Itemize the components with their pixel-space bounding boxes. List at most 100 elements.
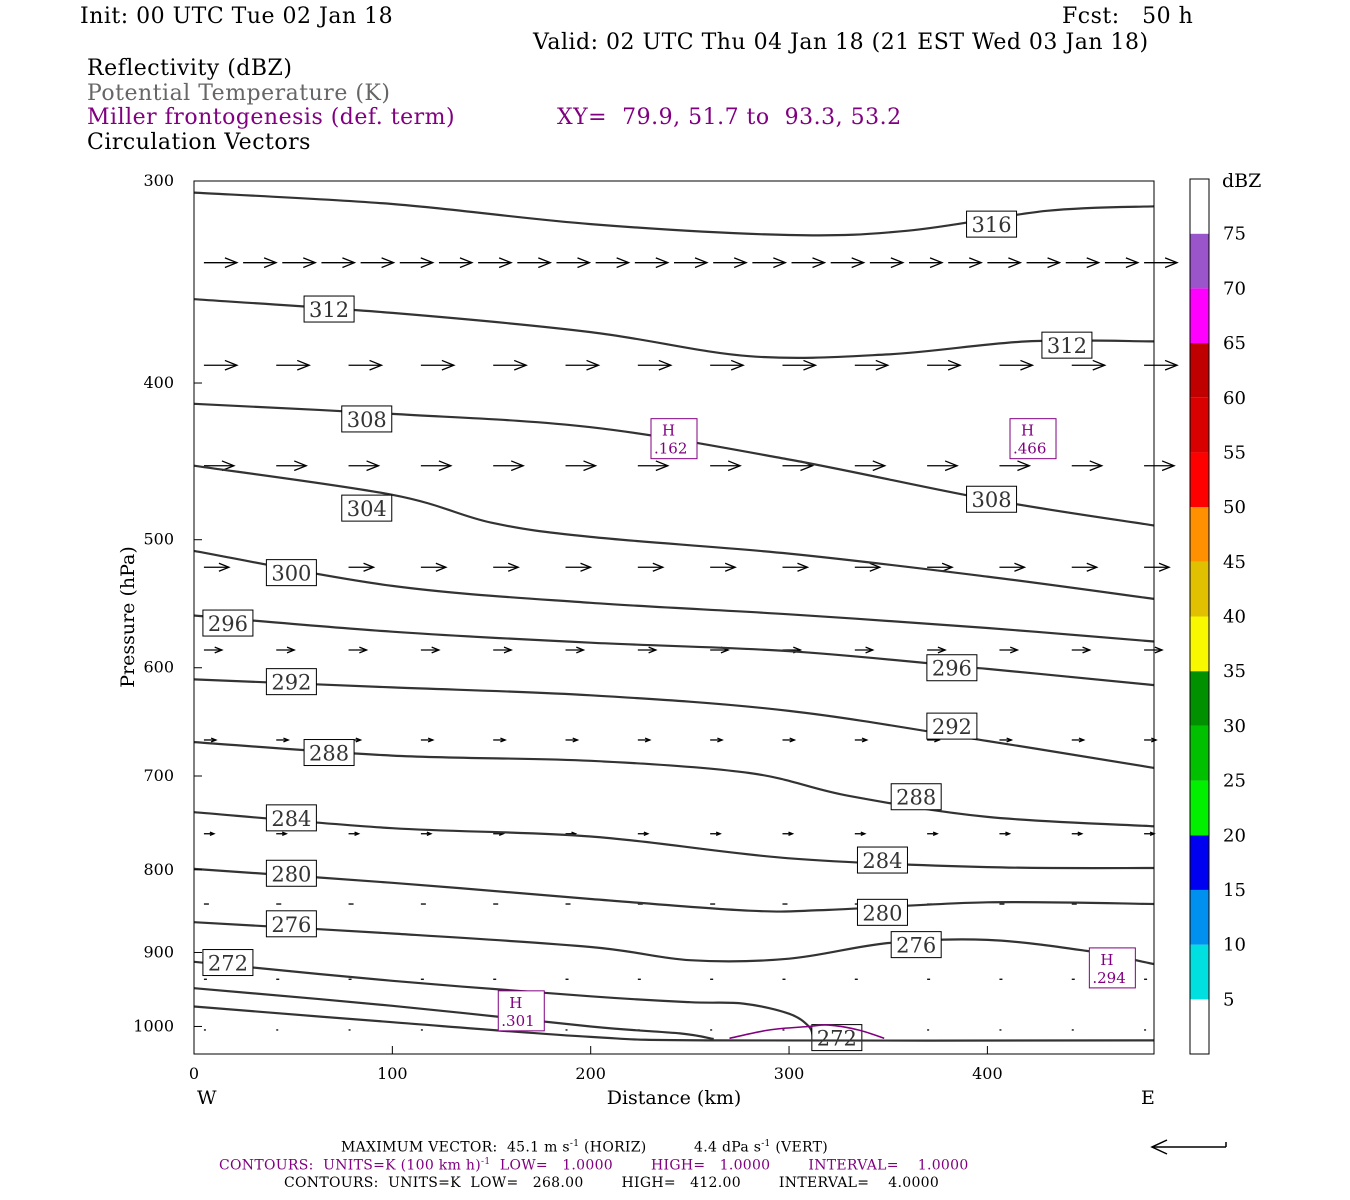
vector-head (658, 359, 673, 371)
isentrope-label-box (265, 668, 317, 696)
colorbar-swatch (1190, 288, 1209, 344)
isentrope-label: 312 (309, 298, 349, 322)
frontogenesis-max-value: .301 (501, 1012, 534, 1030)
vector-head (1010, 646, 1020, 654)
vector-head (1014, 562, 1027, 572)
vector-head (513, 359, 528, 371)
vector-head (932, 831, 939, 836)
colorbar-level-label: 75 (1223, 224, 1246, 245)
vector-head (576, 646, 586, 654)
footer-max-vector: MAXIMUM VECTOR: 45.1 m s-1 (HORIZ) 4.4 d… (341, 1139, 829, 1156)
vector-head (435, 562, 448, 572)
vector-head (730, 359, 745, 371)
vector-head (286, 646, 296, 654)
frontogenesis-max-label: H (1021, 422, 1034, 440)
isentrope-label-box (303, 295, 355, 323)
vector-head (851, 257, 866, 269)
isentrope-label: 312 (1047, 334, 1087, 358)
vector-head (803, 359, 818, 371)
vector-head (937, 646, 947, 654)
frontogenesis-contour (729, 1024, 885, 1040)
vector-head (1154, 646, 1164, 654)
isentrope-line (193, 298, 1155, 360)
vector-head (281, 831, 288, 836)
vector-head (1092, 359, 1107, 371)
vector-head (1161, 460, 1176, 472)
vector-head (420, 257, 435, 269)
vector-head (1164, 359, 1179, 371)
isentrope-label-box (202, 609, 254, 637)
isentrope-label: 272 (817, 1027, 857, 1051)
circulation-vectors (203, 257, 1179, 1031)
vector-head (1125, 257, 1140, 269)
colorbar-level-label: 30 (1223, 716, 1246, 737)
vector-head (510, 460, 525, 472)
vector-head (1017, 460, 1032, 472)
vector-head (1020, 359, 1035, 371)
field-potential-temperature: Potential Temperature (K) (87, 81, 391, 106)
colorbar-swatch (1190, 616, 1209, 672)
vector-head (715, 831, 722, 836)
vector-head (503, 646, 513, 654)
y-tick-label: 800 (143, 860, 174, 879)
vector-head (381, 257, 396, 269)
valid-time: Valid: 02 UTC Thu 04 Jan 18 (21 EST Wed … (533, 30, 1149, 55)
frontogenesis-max-box (650, 418, 698, 460)
isentrope-label-box (202, 949, 254, 977)
vector-head (860, 831, 867, 836)
forecast-hour: Fcst: 50 h (1062, 4, 1194, 29)
field-circulation-vectors: Circulation Vectors (87, 130, 311, 155)
vector-head (303, 257, 318, 269)
vector-head (717, 737, 724, 743)
isentrope-line (193, 741, 1155, 828)
vector-head (788, 831, 795, 836)
isentrope-label-box (265, 559, 317, 587)
isentropes: 316 312 312 308 308 304 300 296 296 292 292 288 288 2… (193, 191, 1155, 1052)
isentrope-label-box (966, 485, 1018, 513)
isentrope-line (193, 549, 1155, 643)
y-tick-label: 300 (143, 171, 174, 190)
frontogenesis-max-label: H (1100, 951, 1113, 969)
isentrope-label: 292 (271, 671, 311, 695)
cross-section-endpoints: XY= 79.9, 51.7 to 93.3, 53.2 (557, 105, 902, 130)
isentrope-line (193, 678, 1155, 769)
x-tick-label: 300 (774, 1064, 805, 1083)
isentrope-label: 288 (309, 742, 349, 766)
vector-head (500, 737, 507, 743)
isentrope-line (193, 921, 1155, 966)
vector-head (263, 257, 278, 269)
isentrope-label-box (926, 654, 978, 682)
isentrope-label: 316 (972, 213, 1012, 237)
isentrope-label-box (265, 910, 317, 938)
vector-head (459, 257, 474, 269)
init-time: Init: 00 UTC Tue 02 Jan 18 (80, 4, 394, 29)
colorbar-level-label: 35 (1223, 661, 1246, 682)
vector-head (369, 359, 384, 371)
colorbar-level-label: 20 (1223, 825, 1246, 846)
isentrope-label: 308 (347, 408, 387, 432)
vector-head (355, 737, 363, 743)
isentrope-label: 280 (862, 901, 902, 925)
colorbar-swatch (1190, 343, 1209, 398)
vector-head (363, 562, 376, 572)
vector-head (727, 460, 742, 472)
isentrope-label: 292 (932, 715, 972, 739)
vector-head (354, 831, 361, 836)
isentrope-label: 296 (208, 612, 248, 636)
colorbar-swatch (1190, 835, 1209, 890)
colorbar-level-label: 40 (1223, 607, 1246, 628)
y-axis-label: Pressure (hPa) (117, 546, 139, 688)
colorbar-frame (1189, 178, 1210, 1055)
colorbar-swatch (1190, 889, 1209, 945)
vector-head (733, 257, 748, 269)
vector-head (869, 562, 882, 572)
isentrope-label-box (890, 931, 942, 959)
vector-head (1047, 257, 1062, 269)
x-axis-east-label: E (1141, 1087, 1155, 1109)
isentrope-label: 280 (271, 862, 311, 886)
x-axis-label: Distance (km) (607, 1087, 742, 1109)
isentrope-label-box (303, 739, 355, 767)
x-tick-label: 200 (575, 1064, 606, 1083)
